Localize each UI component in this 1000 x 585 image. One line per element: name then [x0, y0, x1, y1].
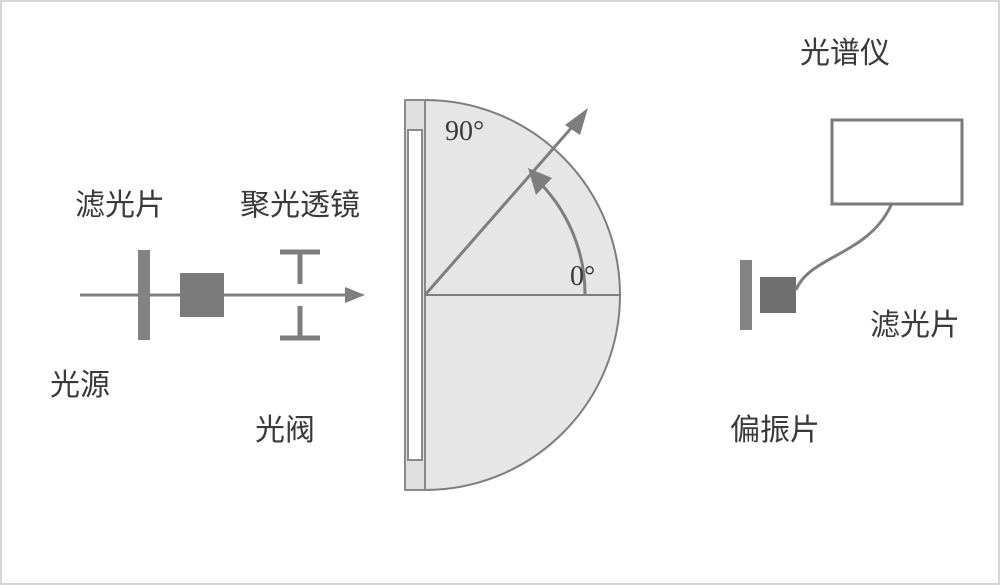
spectrometer-box — [832, 120, 962, 204]
spectrometer-label: 光谱仪 — [800, 28, 890, 72]
condenser-lens-label: 聚光透镜 — [240, 180, 360, 224]
light-source-label: 光源 — [50, 360, 110, 404]
cable — [796, 203, 892, 290]
sample-plate-inner — [408, 130, 422, 460]
angle-0-label: 0° — [570, 261, 595, 292]
polarizer-bar — [740, 260, 752, 330]
filter-left-bar — [138, 250, 150, 340]
optic-axis-arrow — [345, 287, 365, 303]
filter-left-label: 滤光片 — [75, 180, 165, 224]
detector-box — [760, 277, 796, 313]
angle-90-label: 90° — [445, 116, 484, 147]
polarizer-label: 偏振片 — [730, 405, 820, 449]
light-source-box — [180, 273, 224, 317]
shutter-label: 光阀 — [255, 405, 315, 449]
filter-right-label: 滤光片 — [870, 300, 960, 344]
diagram-canvas: 90° 0° — [0, 0, 1000, 585]
